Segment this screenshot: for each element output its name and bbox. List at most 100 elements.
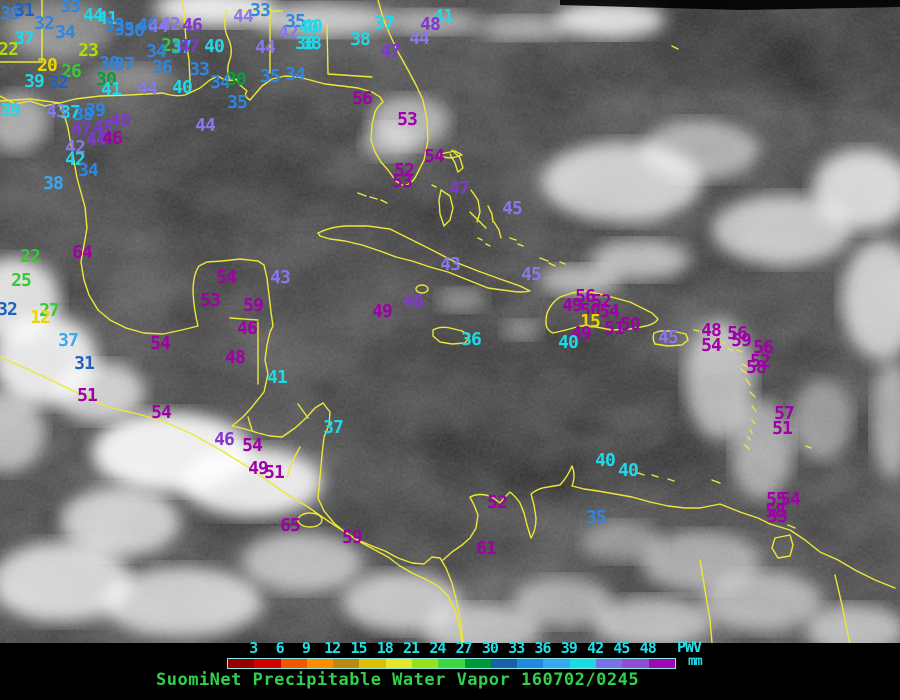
station-pwv-value: 39 <box>0 100 21 121</box>
colorbar-segment <box>543 659 570 668</box>
station-pwv-value: 32 <box>48 72 69 93</box>
station-pwv-value: 53 <box>392 171 413 192</box>
station-pwv-value: 52 <box>487 492 508 513</box>
station-pwv-value: 25 <box>11 270 32 291</box>
station-pwv-value: 56 <box>575 286 596 307</box>
station-pwv-value: 35 <box>227 92 248 113</box>
station-pwv-value: 30 <box>96 69 117 90</box>
station-pwv-value: 54 <box>780 489 801 510</box>
satellite-imagery <box>0 0 900 643</box>
colorbar-segment <box>306 659 334 668</box>
image-grain <box>0 0 900 643</box>
station-pwv-value: 34 <box>285 64 306 85</box>
colorbar-tick-label: 45 <box>613 639 630 657</box>
station-pwv-value: 46 <box>102 128 123 149</box>
station-pwv-value: 52 <box>750 351 771 372</box>
station-pwv-value: 58 <box>765 501 786 522</box>
station-pwv-value: 36 <box>152 57 173 78</box>
station-pwv-value: 20 <box>37 55 58 76</box>
station-pwv-value: 49 <box>571 323 592 344</box>
station-pwv-value: 49 <box>248 458 269 479</box>
station-pwv-value: 42 <box>65 137 86 158</box>
station-pwv-value: 54 <box>216 267 237 288</box>
station-pwv-value: 22 <box>20 246 41 267</box>
station-pwv-value: 40 <box>558 332 579 353</box>
station-pwv-value: 40 <box>595 450 616 471</box>
mm-unit-label: mm <box>688 654 703 669</box>
station-pwv-value: 61 <box>476 538 497 559</box>
station-pwv-value: 37 <box>171 37 192 58</box>
station-pwv-value: 30 <box>99 53 120 74</box>
colorbar-segment <box>254 659 281 668</box>
station-pwv-value: 46 <box>237 318 258 339</box>
station-pwv-value: 48 <box>701 320 722 341</box>
colorbar-segment <box>333 659 360 668</box>
station-pwv-value: 48 <box>225 347 246 368</box>
station-pwv-value: 35 <box>586 507 607 528</box>
station-pwv-value: 40 <box>298 17 319 38</box>
station-pwv-value: 45 <box>521 264 542 285</box>
station-pwv-value: 54 <box>151 402 172 423</box>
station-pwv-value: 35 <box>114 19 135 40</box>
station-pwv-value: 27 <box>39 300 60 321</box>
station-pwv-value: 34 <box>210 72 231 93</box>
station-pwv-value: 33 <box>104 15 125 36</box>
station-pwv-value: 44 <box>233 6 254 27</box>
station-pwv-value: 51 <box>77 385 98 406</box>
station-pwv-value: 36 <box>461 329 482 350</box>
colorbar-segment <box>622 659 649 668</box>
colorbar-segment <box>411 659 439 668</box>
station-pwv-value: 38 <box>301 33 322 54</box>
station-pwv-value: 41 <box>267 367 288 388</box>
colorbar-segment <box>359 659 386 668</box>
station-pwv-value: 45 <box>502 198 523 219</box>
stations-layer: 39 31 32 34 37 22 20 23 26 39 32 30 37 30 41 44 40 44 41 33… <box>0 0 801 559</box>
station-pwv-value: 31 <box>74 353 95 374</box>
station-pwv-value: 43 <box>46 101 67 122</box>
station-pwv-value: 54 <box>424 146 445 167</box>
station-pwv-value: 49 <box>562 295 583 316</box>
station-pwv-value: 12 <box>30 307 51 328</box>
station-pwv-value: 38 <box>73 104 94 125</box>
scan-edge <box>560 0 900 10</box>
station-pwv-value: 52 <box>394 160 415 181</box>
station-pwv-value: 35 <box>260 66 281 87</box>
station-pwv-value: 33 <box>60 0 81 17</box>
station-pwv-value: 37 <box>323 417 344 438</box>
station-pwv-value: 51 <box>604 318 625 339</box>
station-pwv-value: 38 <box>350 29 371 50</box>
station-pwv-value: 51 <box>264 462 285 483</box>
station-pwv-value: 53 <box>397 109 418 130</box>
station-pwv-value: 26 <box>61 61 82 82</box>
station-pwv-value: 49 <box>372 301 393 322</box>
station-pwv-value: 59 <box>731 330 752 351</box>
station-pwv-value: 39 <box>85 100 106 121</box>
station-pwv-value: 45 <box>93 117 114 138</box>
colorbar-segment <box>464 659 491 668</box>
station-pwv-value: 59 <box>243 295 264 316</box>
station-pwv-value: 22 <box>0 39 19 60</box>
station-pwv-value: 37 <box>114 54 135 75</box>
station-pwv-value: 47 <box>179 36 200 57</box>
station-pwv-value: 54 <box>599 301 620 322</box>
station-pwv-value: 44 <box>195 115 216 136</box>
station-pwv-value: 23 <box>161 35 182 56</box>
station-pwv-value: 40 <box>204 36 225 57</box>
station-pwv-value: 34 <box>146 41 167 62</box>
station-pwv-value: 37 <box>58 330 79 351</box>
station-pwv-value: 39 <box>0 3 21 24</box>
station-pwv-value: 43 <box>440 254 461 275</box>
colorbar-tick-label: 3 <box>249 639 258 657</box>
station-pwv-value: 51 <box>772 418 793 439</box>
station-pwv-value: 42 <box>278 22 299 43</box>
station-pwv-value: 59 <box>342 527 363 548</box>
colorbar-tick-label: 33 <box>508 639 525 657</box>
station-pwv-value: 52 <box>591 291 612 312</box>
station-pwv-value: 31 <box>14 0 35 21</box>
station-pwv-value: 64 <box>72 242 93 263</box>
station-pwv-value: 46 <box>182 15 203 36</box>
station-pwv-value: 47 <box>71 119 92 140</box>
station-pwv-value: 44 <box>148 16 169 37</box>
coastlines <box>0 0 896 643</box>
station-pwv-value: 46 <box>110 110 131 131</box>
